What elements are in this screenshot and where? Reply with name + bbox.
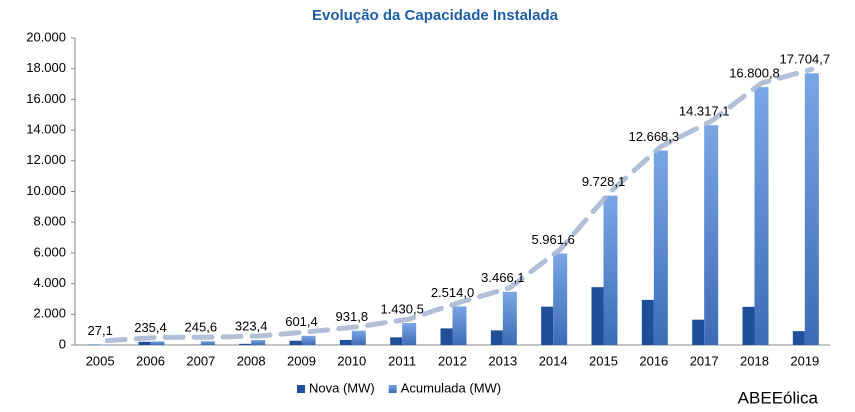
bar-acumulada bbox=[603, 195, 618, 345]
legend-swatch bbox=[388, 385, 397, 393]
x-tick-label: 2011 bbox=[388, 353, 416, 368]
y-tick-label: 0 bbox=[59, 336, 66, 351]
data-label: 12.668,3 bbox=[629, 129, 680, 144]
trend-line bbox=[104, 66, 815, 344]
bar-acumulada bbox=[502, 291, 517, 345]
data-label: 245,6 bbox=[185, 320, 218, 335]
data-label: 323,4 bbox=[235, 318, 268, 333]
data-label: 1.430,5 bbox=[380, 301, 423, 316]
bar-nova bbox=[490, 330, 503, 345]
data-label: 27,1 bbox=[88, 323, 113, 338]
bar-acumulada bbox=[653, 150, 668, 345]
y-tick-label: 4.000 bbox=[33, 275, 66, 290]
x-tick-label: 2008 bbox=[237, 353, 266, 368]
y-tick-label: 6.000 bbox=[33, 244, 66, 259]
data-label: 17.704,7 bbox=[780, 52, 831, 67]
x-tick-label: 2009 bbox=[287, 353, 316, 368]
x-tick-label: 2014 bbox=[539, 353, 568, 368]
data-label: 235,4 bbox=[134, 320, 167, 335]
x-tick-label: 2005 bbox=[86, 353, 115, 368]
data-label: 931,8 bbox=[336, 309, 369, 324]
bar-nova bbox=[792, 331, 805, 345]
data-label: 601,4 bbox=[285, 314, 318, 329]
bar-nova bbox=[591, 287, 604, 345]
x-tick-label: 2013 bbox=[488, 353, 517, 368]
data-label: 5.961,6 bbox=[531, 232, 574, 247]
x-tick-label: 2017 bbox=[690, 353, 719, 368]
y-tick-label: 20.000 bbox=[26, 29, 66, 44]
x-tick-label: 2016 bbox=[639, 353, 668, 368]
y-tick-label: 14.000 bbox=[26, 122, 66, 137]
bar-acumulada bbox=[754, 87, 769, 345]
y-tick-label: 8.000 bbox=[33, 214, 66, 229]
legend-swatch bbox=[297, 385, 305, 393]
data-label: 14.317,1 bbox=[679, 104, 730, 119]
bar-nova bbox=[692, 319, 705, 345]
bar-nova bbox=[541, 306, 554, 345]
x-tick-label: 2019 bbox=[790, 353, 819, 368]
data-label: 3.466,1 bbox=[481, 270, 524, 285]
x-tick-label: 2010 bbox=[337, 353, 366, 368]
y-tick-label: 16.000 bbox=[26, 91, 66, 106]
bar-acumulada bbox=[553, 253, 568, 345]
bar-nova bbox=[289, 340, 302, 345]
data-label: 16.800,8 bbox=[729, 66, 780, 81]
y-tick-label: 12.000 bbox=[26, 152, 66, 167]
bar-acumulada bbox=[351, 330, 366, 345]
chart-title: Evolução da Capacidade Instalada bbox=[312, 7, 559, 24]
bar-nova bbox=[390, 337, 403, 345]
y-tick-label: 2.000 bbox=[33, 306, 66, 321]
x-tick-label: 2007 bbox=[186, 353, 215, 368]
y-tick-label: 18.000 bbox=[26, 60, 66, 75]
x-tick-label: 2015 bbox=[589, 353, 618, 368]
x-tick-label: 2018 bbox=[740, 353, 769, 368]
bar-nova bbox=[440, 328, 453, 345]
bar-acumulada bbox=[301, 335, 316, 345]
data-label: 2.514,0 bbox=[431, 285, 474, 300]
bar-nova bbox=[742, 306, 755, 345]
source: ABEEólica bbox=[738, 388, 819, 407]
bar-acumulada bbox=[251, 340, 266, 345]
bar-nova bbox=[641, 299, 654, 345]
legend-label: Nova (MW) bbox=[309, 380, 375, 395]
x-tick-label: 2012 bbox=[438, 353, 467, 368]
bar-acumulada bbox=[200, 341, 215, 345]
bar-acumulada bbox=[704, 125, 719, 345]
bar-acumulada bbox=[804, 73, 819, 346]
bar-acumulada bbox=[452, 306, 467, 345]
bar-nova bbox=[339, 339, 352, 345]
data-label: 9.728,1 bbox=[582, 174, 625, 189]
bar-nova bbox=[138, 341, 151, 345]
bar-acumulada bbox=[150, 341, 165, 345]
y-tick-label: 10.000 bbox=[26, 183, 66, 198]
bar-acumulada bbox=[402, 323, 417, 345]
bar-nova bbox=[239, 343, 252, 345]
legend-label: Acumulada (MW) bbox=[401, 380, 501, 395]
x-tick-label: 2006 bbox=[136, 353, 165, 368]
